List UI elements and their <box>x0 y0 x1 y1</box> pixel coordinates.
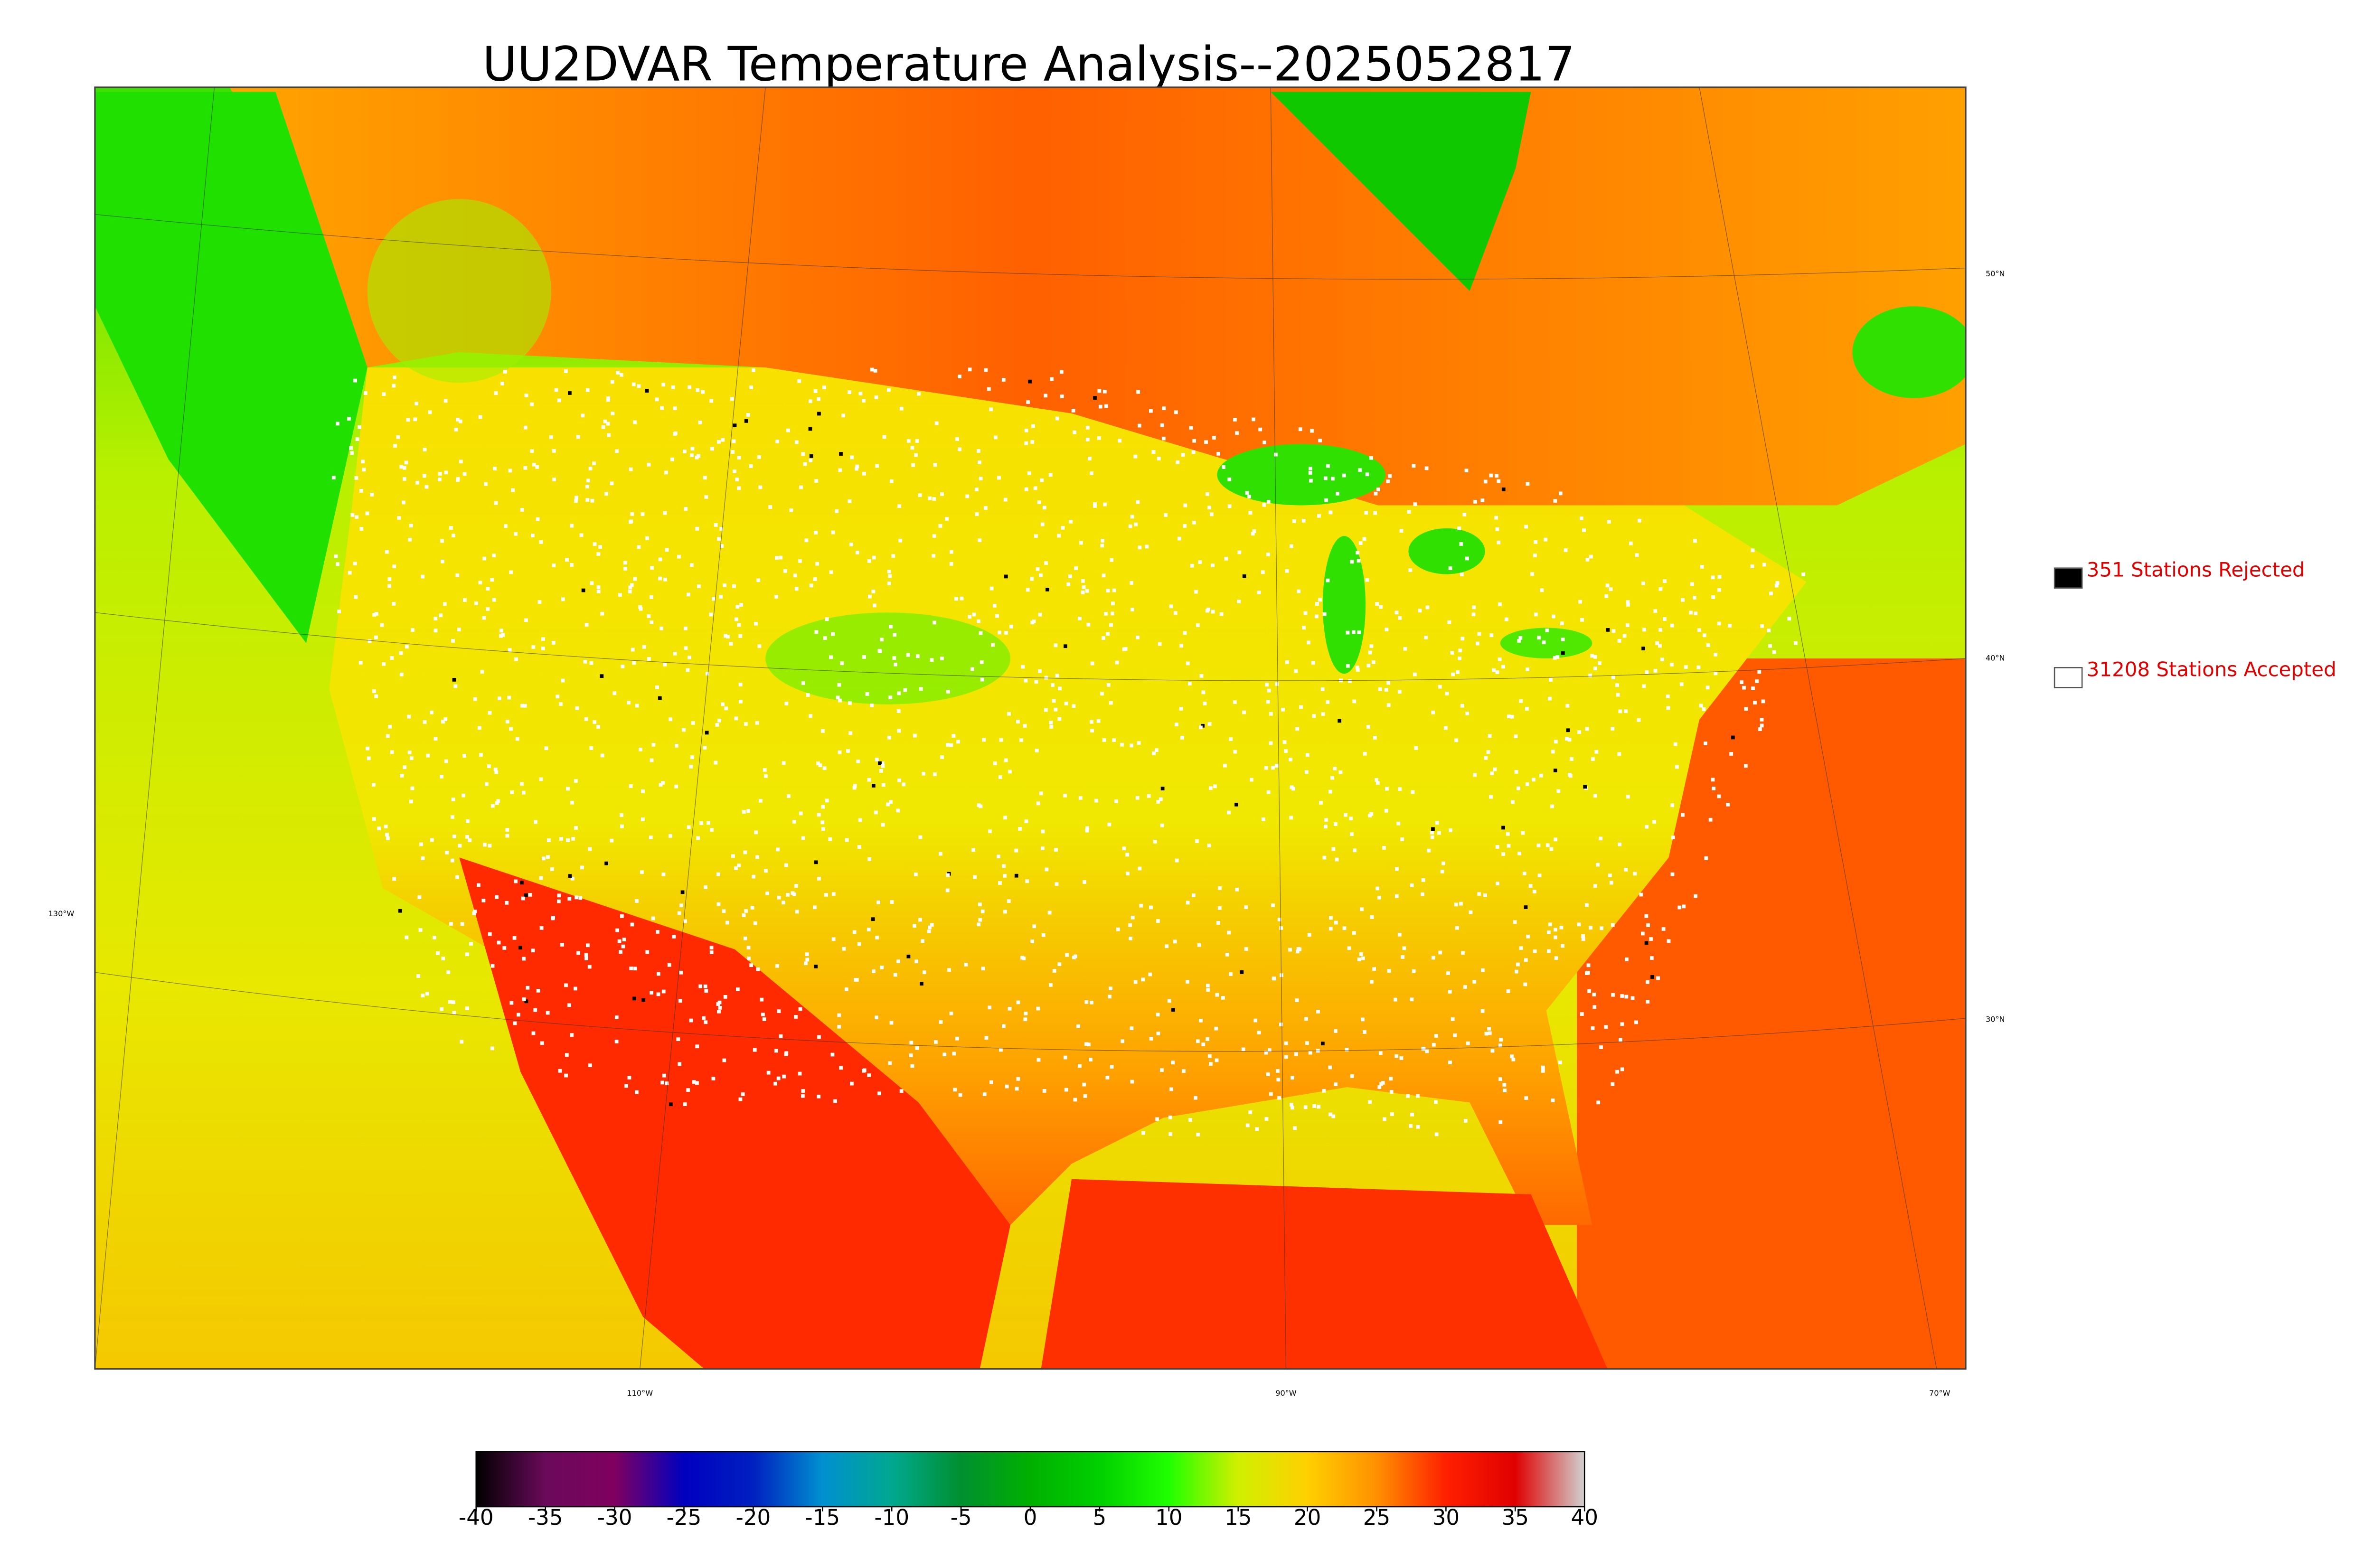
colorbar-tick-label: 35 <box>1502 1505 1529 1530</box>
lon-label: 90°W <box>1275 1389 1297 1398</box>
lat-label: 30°N <box>1986 1015 2005 1024</box>
legend-label: 351 Stations Rejected <box>2087 558 2305 582</box>
colorbar-tick-label: -40 <box>459 1505 494 1530</box>
map-frame <box>94 86 1967 1370</box>
legend-label: 31208 Stations Accepted <box>2087 657 2336 681</box>
colorbar-tick-label: -10 <box>874 1505 909 1530</box>
colorbar-tick-label: -25 <box>667 1505 702 1530</box>
colorbar: -40 -35 -30 -25 -20 -15 -10 -5 0 5 10 15 20 25 30 35 40 <box>459 1451 1598 1530</box>
colorbar-tick-label: 20 <box>1294 1505 1321 1530</box>
lat-label: 40°N <box>1986 654 2005 663</box>
legend-swatch <box>2054 667 2083 688</box>
colorbar-tick-label: 40 <box>1571 1505 1598 1530</box>
colorbar-tick-label: 30 <box>1432 1505 1460 1530</box>
colorbar-tick-label: -30 <box>597 1505 632 1530</box>
lat-label: 50°N <box>1986 269 2005 278</box>
colorbar-tick-label: 10 <box>1155 1505 1182 1530</box>
colorbar-tick-label: 0 <box>1024 1505 1037 1530</box>
legend-swatch <box>2054 567 2083 589</box>
colorbar-tick-label: 15 <box>1225 1505 1252 1530</box>
legend: 351 Stations Rejected 31208 Stations Acce… <box>2054 558 2336 688</box>
colorbar-tick-label: -20 <box>736 1505 771 1530</box>
colorbar-tick-label: 25 <box>1363 1505 1390 1530</box>
title: UU2DVAR Temperature Analysis--2025052817 <box>482 36 1575 92</box>
colorbar-scale <box>475 1451 1585 1508</box>
lon-label: 70°W <box>1929 1389 1950 1398</box>
lon-label: 110°W <box>627 1389 653 1398</box>
station-dots <box>331 367 1806 1136</box>
colorbar-tick-label: -35 <box>528 1505 563 1530</box>
lon-label: 130°W <box>48 909 75 918</box>
colorbar-tick-label: -5 <box>951 1505 972 1530</box>
colorbar-tick-label: -15 <box>805 1505 840 1530</box>
map-area <box>94 87 1966 1369</box>
colorbar-tick-label: 5 <box>1093 1505 1107 1530</box>
